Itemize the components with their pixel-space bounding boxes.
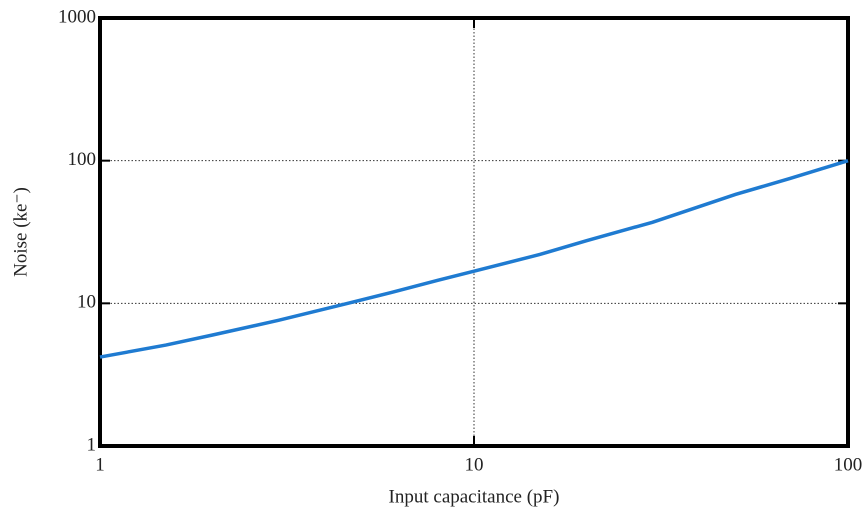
y-tick-label: 10 [77, 292, 96, 313]
y-tick-label: 100 [68, 149, 97, 170]
y-tick-label: 1000 [58, 6, 96, 27]
data-line [99, 158, 849, 359]
x-tick-label: 10 [465, 454, 484, 475]
x-tick-label: 1 [95, 454, 105, 475]
y-tick-label: 1 [87, 434, 97, 455]
y-axis-label: Noise (ke⁻) [10, 187, 31, 277]
x-tick-label: 100 [834, 454, 863, 475]
x-axis-label: Input capacitance (pF) [389, 486, 560, 507]
plot-frame [98, 16, 850, 448]
